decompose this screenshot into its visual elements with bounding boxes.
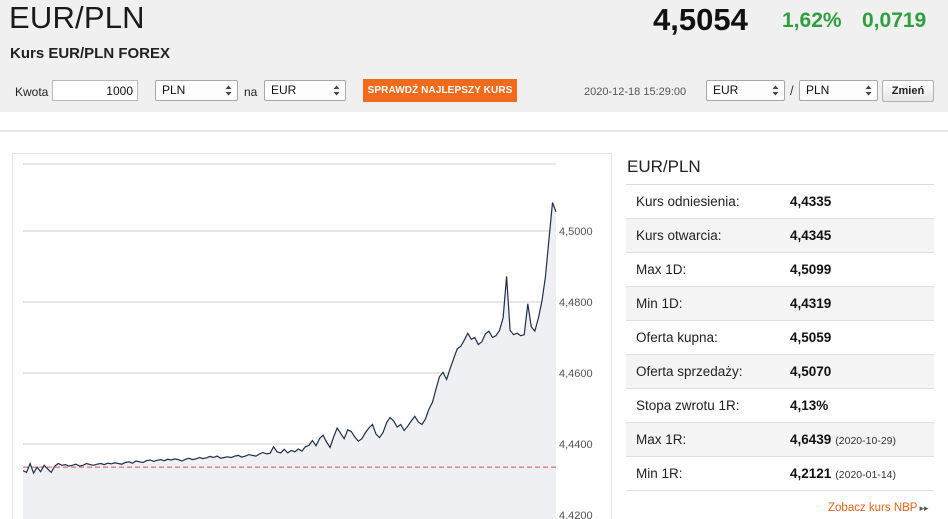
stat-row: Stopa zwrotu 1R: 4,13% — [626, 389, 934, 423]
change-pair-button[interactable]: Zmień — [882, 80, 934, 102]
select-arrows-icon — [865, 85, 872, 96]
select-arrows-icon — [333, 85, 340, 96]
stat-label: Oferta sprzedaży: — [636, 364, 743, 379]
to-currency-value: EUR — [271, 83, 297, 97]
stat-value-text: 4,5099 — [790, 262, 832, 277]
amount-label: Kwota — [15, 85, 49, 99]
stat-row: Max 1D: 4,5099 — [626, 253, 934, 287]
pair-title: EUR/PLN — [9, 0, 145, 35]
rate-chart-svg: 4,4200 4,4400 4,4600 4,4800 4,5000 — [22, 163, 593, 519]
stat-row: Min 1D: 4,4319 — [626, 287, 934, 321]
stat-date: (2020-01-14) — [835, 469, 896, 481]
stat-value-text: 4,4319 — [790, 296, 832, 311]
page-subtitle: Kurs EUR/PLN FOREX — [10, 45, 171, 62]
stat-row: Max 1R: 4,6439 (2020-10-29) — [626, 423, 934, 457]
quote-header: EUR/PLN Kurs EUR/PLN FOREX 4,5054 1,62% … — [0, 0, 948, 112]
nbp-link-label: Zobacz kurs NBP — [828, 502, 918, 514]
stat-value-text: 4,2121 — [790, 466, 832, 481]
stat-row: Kurs odniesienia: 4,4335 — [626, 185, 934, 219]
base-currency-value: EUR — [713, 83, 739, 97]
stat-row: Min 1R: 4,2121 (2020-01-14) — [626, 457, 934, 491]
rate-chart: 4,4200 4,4400 4,4600 4,4800 4,5000 — [12, 153, 612, 519]
stat-value-text: 4,4345 — [790, 228, 832, 243]
stat-label: Kurs otwarcia: — [636, 228, 722, 243]
stat-row: Oferta kupna: 4,5059 — [626, 321, 934, 355]
y-tick-label: 4,4400 — [559, 439, 593, 451]
stat-label: Min 1R: — [636, 466, 683, 481]
chart-area-fill — [23, 202, 556, 519]
stat-value: 4,4345 — [790, 228, 831, 243]
stat-value-text: 4,13% — [790, 398, 829, 413]
stat-value-text: 4,5070 — [790, 364, 832, 379]
change-absolute: 0,0719 — [862, 9, 927, 32]
y-tick-label: 4,5000 — [559, 226, 593, 238]
stat-value: 4,2121 (2020-01-14) — [790, 466, 896, 481]
current-rate: 4,5054 — [653, 2, 748, 37]
stat-value: 4,13% — [790, 398, 828, 413]
stat-label: Max 1D: — [636, 262, 687, 277]
stat-value-text: 4,4335 — [790, 194, 832, 209]
quote-currency-select[interactable]: PLN — [799, 80, 878, 101]
stat-value: 4,5059 — [790, 330, 831, 345]
stat-label: Oferta kupna: — [636, 330, 718, 345]
base-currency-select[interactable]: EUR — [706, 80, 785, 101]
stat-value: 4,5070 — [790, 364, 831, 379]
y-tick-label: 4,4800 — [559, 297, 593, 309]
from-currency-select[interactable]: PLN — [155, 80, 238, 101]
stat-label: Max 1R: — [636, 432, 687, 447]
stat-value: 4,4319 — [790, 296, 831, 311]
stat-label: Min 1D: — [636, 296, 683, 311]
quote-timestamp: 2020-12-18 15:29:00 — [584, 86, 687, 98]
nbp-rate-link[interactable]: Zobacz kurs NBP ▸▸ — [828, 502, 929, 514]
amount-input[interactable] — [52, 80, 138, 101]
y-tick-label: 4,4200 — [559, 510, 593, 519]
stat-value: 4,4335 — [790, 194, 831, 209]
from-currency-value: PLN — [162, 83, 186, 97]
stat-value-text: 4,5059 — [790, 330, 832, 345]
to-label: na — [244, 85, 258, 99]
to-currency-select[interactable]: EUR — [264, 80, 346, 101]
stats-table: EUR/PLN Kurs odniesienia: 4,4335 Kurs otwa… — [626, 153, 934, 491]
select-arrows-icon — [772, 85, 779, 96]
quote-currency-value: PLN — [806, 83, 830, 97]
chart-series-line — [22, 202, 557, 475]
stat-row: Oferta sprzedaży: 4,5070 — [626, 355, 934, 389]
double-arrow-icon: ▸▸ — [919, 503, 929, 513]
pair-separator: / — [790, 83, 794, 98]
stat-date: (2020-10-29) — [835, 435, 896, 447]
stat-value: 4,5099 — [790, 262, 831, 277]
stat-label: Stopa zwrotu 1R: — [636, 398, 740, 413]
best-rate-button[interactable]: SPRAWDŹ NAJLEPSZY KURS — [363, 79, 517, 102]
stat-row: Kurs otwarcia: 4,4345 — [626, 219, 934, 253]
select-arrows-icon — [225, 85, 232, 96]
stat-value-text: 4,6439 — [790, 432, 832, 447]
y-tick-label: 4,4600 — [559, 368, 593, 380]
change-percent: 1,62% — [782, 9, 842, 32]
stat-label: Kurs odniesienia: — [636, 194, 740, 209]
stats-title: EUR/PLN — [626, 153, 934, 185]
stat-value: 4,6439 (2020-10-29) — [790, 432, 896, 447]
